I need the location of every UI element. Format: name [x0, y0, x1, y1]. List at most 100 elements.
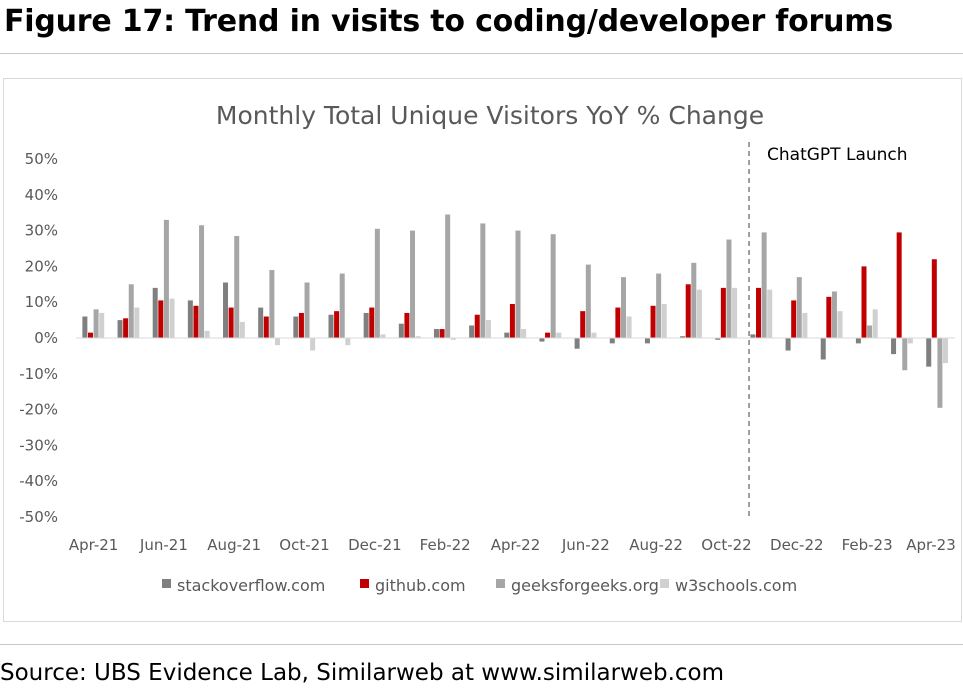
bar-stackoverflow-com — [504, 332, 510, 338]
bar-w3schools-com — [345, 338, 351, 346]
legend-label: stackoverflow.com — [177, 576, 325, 595]
source-note: Source: UBS Evidence Lab, Similarweb at … — [0, 660, 725, 686]
bar-stackoverflow-com — [433, 329, 439, 338]
bar-w3schools-com — [274, 338, 280, 346]
bar-stackoverflow-com — [750, 334, 756, 338]
bar-github-com — [791, 300, 797, 338]
bar-github-com — [369, 307, 375, 338]
bar-github-com — [720, 287, 726, 338]
bar-geeksforgeeks-org — [691, 262, 697, 338]
x-tick-label: Dec-21 — [348, 536, 402, 554]
chart-frame — [3, 78, 962, 622]
y-tick-label: -50% — [19, 508, 58, 526]
bar-w3schools-com — [943, 338, 949, 364]
bar-github-com — [509, 303, 515, 338]
title-divider — [0, 53, 963, 54]
bar-stackoverflow-com — [117, 320, 123, 338]
bar-geeksforgeeks-org — [761, 232, 767, 338]
bar-stackoverflow-com — [398, 323, 404, 338]
x-tick-label: Aug-22 — [629, 536, 683, 554]
bar-w3schools-com — [837, 311, 843, 338]
bar-github-com — [545, 332, 551, 338]
bar-w3schools-com — [310, 338, 316, 351]
y-tick-label: 50% — [25, 150, 58, 168]
bar-w3schools-com — [415, 336, 421, 338]
bar-stackoverflow-com — [293, 316, 299, 338]
bar-w3schools-com — [696, 289, 702, 338]
bar-stackoverflow-com — [82, 316, 88, 338]
bar-github-com — [615, 307, 621, 338]
y-tick-label: -40% — [19, 472, 58, 490]
bar-w3schools-com — [661, 303, 667, 338]
bar-geeksforgeeks-org — [480, 223, 486, 338]
bar-geeksforgeeks-org — [128, 284, 134, 338]
legend-swatch — [660, 579, 669, 588]
bar-w3schools-com — [907, 338, 913, 344]
bar-github-com — [931, 259, 937, 338]
bar-stackoverflow-com — [785, 338, 791, 351]
x-tick-label: Apr-21 — [69, 536, 119, 554]
bar-geeksforgeeks-org — [656, 273, 662, 338]
bar-stackoverflow-com — [152, 287, 158, 338]
bar-geeksforgeeks-org — [937, 338, 943, 408]
legend: stackoverflow.com github.com geeksforgeeks… — [162, 576, 797, 595]
bar-stackoverflow-com — [820, 338, 826, 360]
bar-geeksforgeeks-org — [902, 338, 908, 371]
bar-stackoverflow-com — [187, 300, 193, 338]
bar-github-com — [826, 296, 832, 338]
legend-label: w3schools.com — [675, 576, 797, 595]
legend-label: geeksforgeeks.org — [511, 576, 659, 595]
legend-swatch — [496, 579, 505, 588]
bar-github-com — [228, 307, 234, 338]
x-tick-label: Aug-21 — [207, 536, 261, 554]
bar-w3schools-com — [802, 312, 808, 338]
bar-geeksforgeeks-org — [234, 235, 240, 338]
y-tick-label: 0% — [34, 329, 58, 347]
figure-title: Figure 17: Trend in visits to coding/dev… — [4, 4, 894, 39]
bar-stackoverflow-com — [223, 282, 229, 338]
bar-w3schools-com — [872, 309, 878, 338]
bar-geeksforgeeks-org — [445, 214, 451, 338]
x-tick-label: Oct-21 — [279, 536, 329, 554]
bar-stackoverflow-com — [891, 338, 897, 355]
bar-geeksforgeeks-org — [831, 291, 837, 338]
bar-w3schools-com — [485, 320, 491, 338]
bar-w3schools-com — [521, 329, 527, 338]
y-tick-label: 30% — [25, 222, 58, 240]
bar-stackoverflow-com — [715, 338, 721, 340]
x-tick-label: Jun-21 — [139, 536, 188, 554]
bar-w3schools-com — [239, 321, 245, 338]
y-tick-label: 40% — [25, 186, 58, 204]
bar-geeksforgeeks-org — [867, 325, 873, 338]
bar-stackoverflow-com — [926, 338, 932, 367]
x-tick-label: Feb-23 — [842, 536, 893, 554]
bar-w3schools-com — [169, 298, 175, 338]
y-tick-label: 10% — [25, 293, 58, 311]
y-tick-label: -10% — [19, 365, 58, 383]
bar-geeksforgeeks-org — [796, 277, 802, 338]
legend-swatch — [162, 579, 171, 588]
bar-w3schools-com — [626, 316, 632, 338]
legend-swatch — [360, 579, 369, 588]
x-tick-label: Apr-23 — [906, 536, 956, 554]
bar-github-com — [404, 312, 410, 338]
y-axis-ticks: 50% 40% 30% 20% 10% 0% -10% -20% -30% -40% -50% — [19, 150, 58, 526]
bar-w3schools-com — [204, 330, 210, 338]
bar-github-com — [439, 329, 445, 338]
bar-github-com — [650, 305, 656, 338]
bar-stackoverflow-com — [539, 338, 545, 342]
bar-geeksforgeeks-org — [339, 273, 345, 338]
chart-title: Monthly Total Unique Visitors YoY % Chan… — [216, 101, 764, 130]
bar-stackoverflow-com — [609, 338, 615, 344]
bar-geeksforgeeks-org — [726, 239, 732, 338]
bar-stackoverflow-com — [328, 314, 334, 338]
bar-geeksforgeeks-org — [620, 277, 626, 338]
bar-geeksforgeeks-org — [585, 264, 591, 338]
bar-geeksforgeeks-org — [199, 225, 205, 338]
bar-w3schools-com — [591, 332, 597, 338]
bar-stackoverflow-com — [363, 312, 369, 338]
bars — [82, 214, 949, 408]
chatgpt-launch-label: ChatGPT Launch — [767, 145, 908, 165]
x-tick-label: Feb-22 — [420, 536, 471, 554]
bar-stackoverflow-com — [855, 338, 861, 344]
